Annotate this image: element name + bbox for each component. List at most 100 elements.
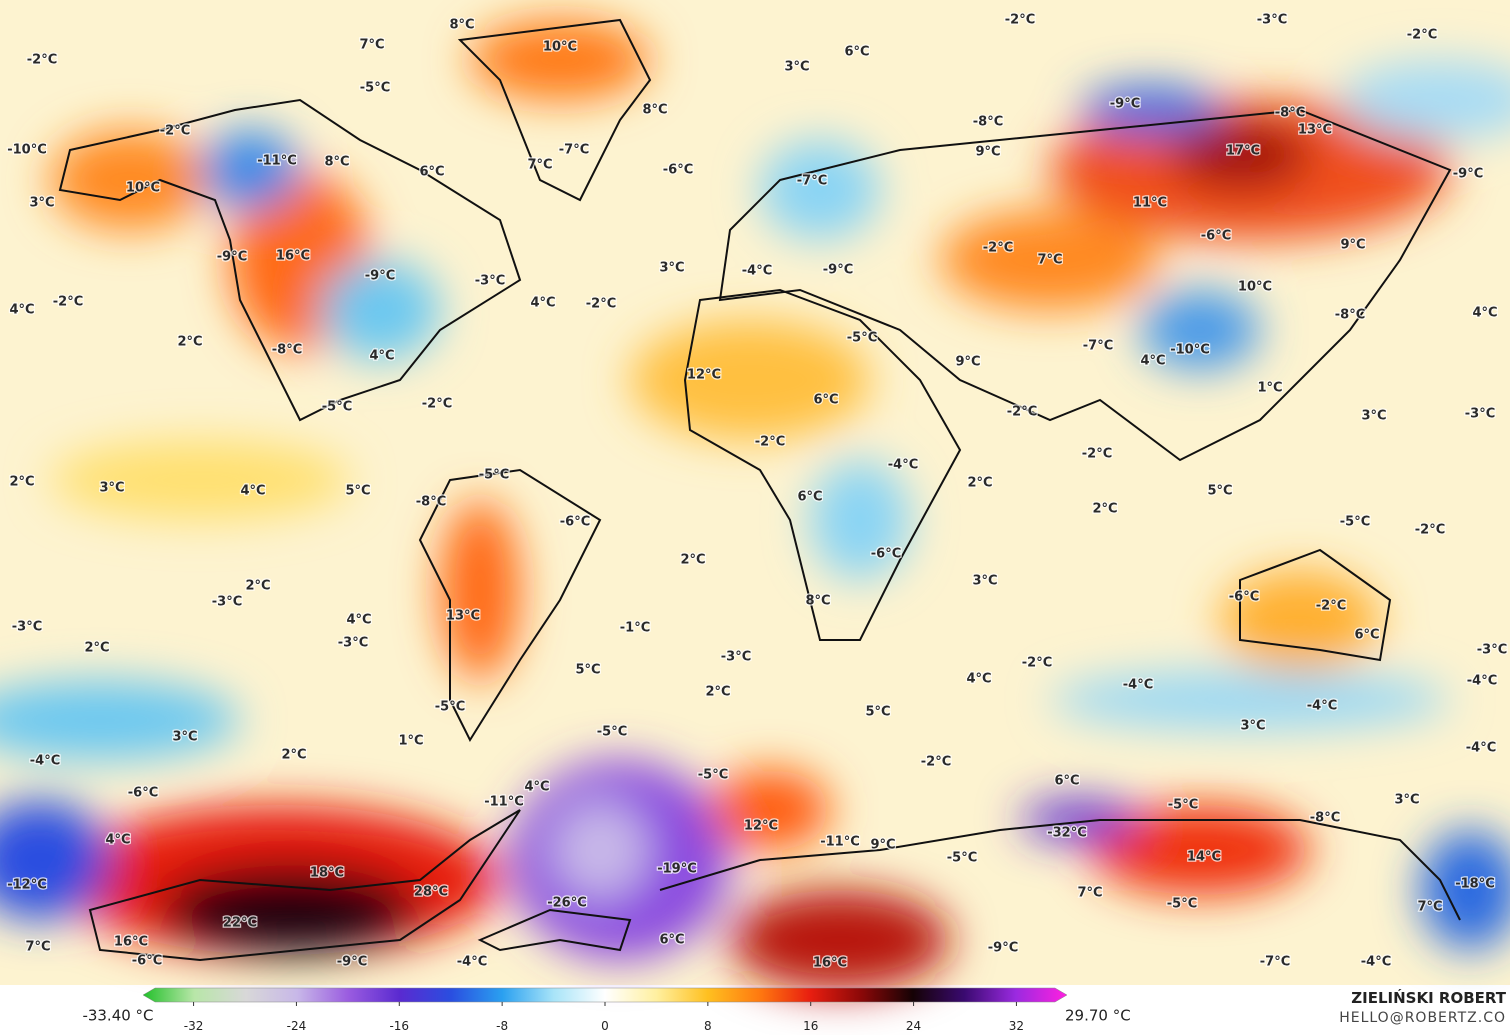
temp-label: -8°C <box>1310 811 1340 826</box>
temp-label: -8°C <box>973 115 1003 130</box>
temp-label: -4°C <box>1467 674 1497 689</box>
temp-label: 12°C <box>744 819 778 834</box>
temp-label: -3°C <box>12 620 42 635</box>
temp-label: -5°C <box>698 768 728 783</box>
temp-label: 16°C <box>813 956 847 971</box>
temp-label: -19°C <box>657 862 697 877</box>
temp-label: -2°C <box>1407 28 1437 43</box>
temp-label: 7°C <box>359 38 384 53</box>
temp-label: -3°C <box>721 650 751 665</box>
temp-label: -5°C <box>1340 515 1370 530</box>
temp-label: 6°C <box>1354 628 1379 643</box>
temp-label: 17°C <box>1226 144 1260 159</box>
temp-label: -2°C <box>422 397 452 412</box>
temp-label: -8°C <box>416 495 446 510</box>
temp-label: 4°C <box>346 613 371 628</box>
temp-label: 2°C <box>245 579 270 594</box>
temp-label: 3°C <box>1361 409 1386 424</box>
temp-label: -2°C <box>921 755 951 770</box>
temp-label: 5°C <box>1207 484 1232 499</box>
temp-label: 7°C <box>1417 900 1442 915</box>
legend-tick-label: 32 <box>1009 1019 1024 1033</box>
temp-label: 3°C <box>972 574 997 589</box>
temp-label: 7°C <box>25 940 50 955</box>
temp-label: 2°C <box>84 641 109 656</box>
temp-label: -9°C <box>988 941 1018 956</box>
temp-label: 16°C <box>114 935 148 950</box>
temp-label: 7°C <box>527 158 552 173</box>
temp-label: 9°C <box>975 145 1000 160</box>
temp-label: 6°C <box>419 165 444 180</box>
legend-tick-label: -24 <box>287 1019 307 1033</box>
temp-label: 1°C <box>1257 381 1282 396</box>
temp-label: 3°C <box>29 196 54 211</box>
temp-label: -6°C <box>1201 229 1231 244</box>
legend-min: -33.40 °C <box>82 1007 153 1025</box>
temp-label: -2°C <box>1022 656 1052 671</box>
coastlines <box>58 18 1461 962</box>
temp-label: -4°C <box>742 264 772 279</box>
temp-label: -2°C <box>27 53 57 68</box>
temp-label: 10°C <box>126 181 160 196</box>
temp-label: -9°C <box>1110 97 1140 112</box>
credit-name: ZIELIŃSKI ROBERT <box>1351 988 1506 1007</box>
temp-label: -9°C <box>217 250 247 265</box>
temp-label: -5°C <box>847 331 877 346</box>
temp-label: 5°C <box>575 663 600 678</box>
temp-label: 2°C <box>281 748 306 763</box>
temp-label: -8°C <box>272 343 302 358</box>
temp-label: 3°C <box>99 481 124 496</box>
temp-label: 16°C <box>276 249 310 264</box>
temp-label: 3°C <box>172 730 197 745</box>
temp-label: 10°C <box>1238 280 1272 295</box>
temp-label: 5°C <box>865 705 890 720</box>
temp-label: 4°C <box>530 296 555 311</box>
temp-label: 1°C <box>398 734 423 749</box>
temp-label: -2°C <box>1005 13 1035 28</box>
temp-label: -5°C <box>597 725 627 740</box>
temp-label: 3°C <box>784 60 809 75</box>
legend-tick-label: 24 <box>906 1019 921 1033</box>
temp-label: 4°C <box>240 484 265 499</box>
temp-label: -5°C <box>479 468 509 483</box>
temp-label: -10°C <box>1170 343 1210 358</box>
temp-label: 11°C <box>1133 196 1167 211</box>
temp-label: 2°C <box>967 476 992 491</box>
temp-label: 6°C <box>844 45 869 60</box>
temp-label: 4°C <box>1140 354 1165 369</box>
temp-label: 28°C <box>414 885 448 900</box>
temp-label: 8°C <box>642 103 667 118</box>
temp-label: -2°C <box>983 241 1013 256</box>
temp-label: -3°C <box>1465 407 1495 422</box>
temp-label: 9°C <box>955 355 980 370</box>
temp-label: -11°C <box>257 154 297 169</box>
temp-label: -4°C <box>888 458 918 473</box>
temp-label: -2°C <box>1415 523 1445 538</box>
temp-label: -3°C <box>1477 643 1507 658</box>
temp-label: -6°C <box>663 163 693 178</box>
temp-label: 4°C <box>369 349 394 364</box>
temp-label: -4°C <box>457 955 487 970</box>
temp-label: -5°C <box>1168 798 1198 813</box>
temp-label: 3°C <box>659 261 684 276</box>
temp-label: 9°C <box>870 838 895 853</box>
temp-label: -4°C <box>30 754 60 769</box>
temp-label: -3°C <box>1257 13 1287 28</box>
temp-label: 6°C <box>659 933 684 948</box>
temp-label: 2°C <box>705 685 730 700</box>
temp-label: 2°C <box>680 553 705 568</box>
temp-label: 8°C <box>805 594 830 609</box>
temp-label: 3°C <box>1394 793 1419 808</box>
temp-label: -11°C <box>820 835 860 850</box>
temp-label: -6°C <box>128 786 158 801</box>
color-legend: -33.40 °C 29.70 °C ZIELIŃSKI ROBERT HELL… <box>82 987 1507 1033</box>
temp-label: -2°C <box>1007 405 1037 420</box>
temp-label: -4°C <box>1307 699 1337 714</box>
temp-label: 2°C <box>177 335 202 350</box>
temp-label: 2°C <box>9 475 34 490</box>
temp-label: 7°C <box>1077 886 1102 901</box>
temp-label: 6°C <box>813 393 838 408</box>
color-bar <box>142 987 1068 1003</box>
temp-label: -3°C <box>475 274 505 289</box>
